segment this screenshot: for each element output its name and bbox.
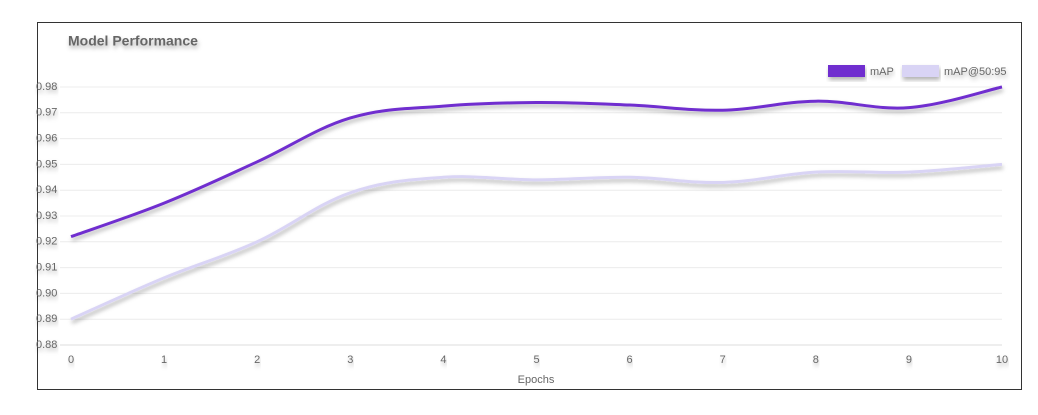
x-tick-label: 6 bbox=[627, 354, 633, 366]
x-tick-label: 3 bbox=[347, 354, 353, 366]
series-line bbox=[70, 162, 1003, 321]
y-tick-label: 0.88 bbox=[36, 339, 57, 351]
chart-frame bbox=[37, 22, 1022, 390]
legend-swatch bbox=[828, 65, 865, 77]
y-tick-label: 0.97 bbox=[36, 107, 57, 119]
x-tick-label: 8 bbox=[813, 354, 819, 366]
legend-swatch bbox=[902, 65, 939, 77]
x-tick-label: 4 bbox=[440, 354, 446, 366]
chart-title: Model Performance bbox=[68, 33, 198, 49]
x-tick-label: 0 bbox=[68, 354, 74, 366]
y-tick-label: 0.92 bbox=[36, 236, 57, 248]
x-tick-label: 9 bbox=[906, 354, 912, 366]
x-tick-label: 5 bbox=[533, 354, 539, 366]
legend-label: mAP bbox=[870, 66, 894, 78]
y-tick-label: 0.98 bbox=[36, 81, 57, 93]
x-tick-label: 7 bbox=[720, 354, 726, 366]
y-tick-label: 0.90 bbox=[36, 287, 57, 299]
y-tick-label: 0.91 bbox=[36, 262, 57, 274]
y-tick-label: 0.96 bbox=[36, 133, 57, 145]
y-tick-label: 0.93 bbox=[36, 210, 57, 222]
series-line bbox=[70, 85, 1003, 239]
x-axis-title: Epochs bbox=[518, 374, 555, 386]
y-tick-label: 0.89 bbox=[36, 313, 57, 325]
x-tick-label: 10 bbox=[996, 354, 1008, 366]
legend-label: mAP@50:95 bbox=[944, 66, 1007, 78]
y-tick-label: 0.94 bbox=[36, 184, 57, 196]
y-tick-label: 0.95 bbox=[36, 158, 57, 170]
x-tick-label: 1 bbox=[161, 354, 167, 366]
x-tick-label: 2 bbox=[254, 354, 260, 366]
